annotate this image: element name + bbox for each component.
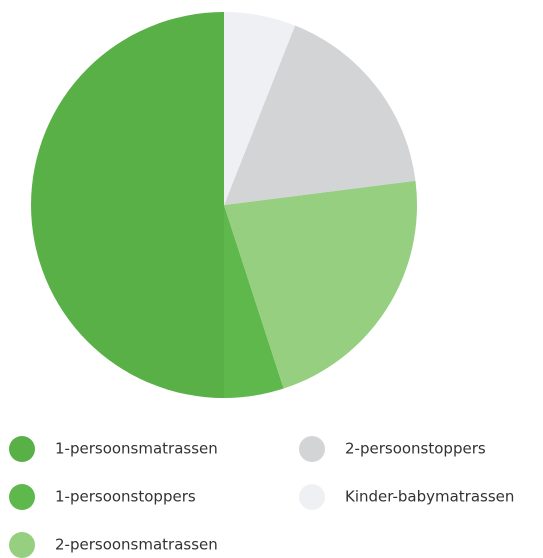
pie-slice [224, 180, 418, 389]
legend-label: Kinder-babymatrassen [345, 488, 514, 506]
legend-label: 1-persoonsmatrassen [55, 440, 218, 458]
legend-swatch [9, 484, 35, 510]
legend-label: 2-persoonsmatrassen [55, 536, 218, 554]
pie-slice [224, 12, 296, 205]
pie-slice [31, 12, 224, 398]
legend-label: 2-persoonstoppers [345, 440, 486, 458]
legend-swatch [299, 436, 325, 462]
legend-swatch [299, 484, 325, 510]
legend-label: 1-persoonstoppers [55, 488, 196, 506]
legend-swatch [9, 532, 35, 558]
pie-slice [224, 205, 284, 398]
legend-swatch [9, 436, 35, 462]
pie-slice [224, 25, 416, 206]
